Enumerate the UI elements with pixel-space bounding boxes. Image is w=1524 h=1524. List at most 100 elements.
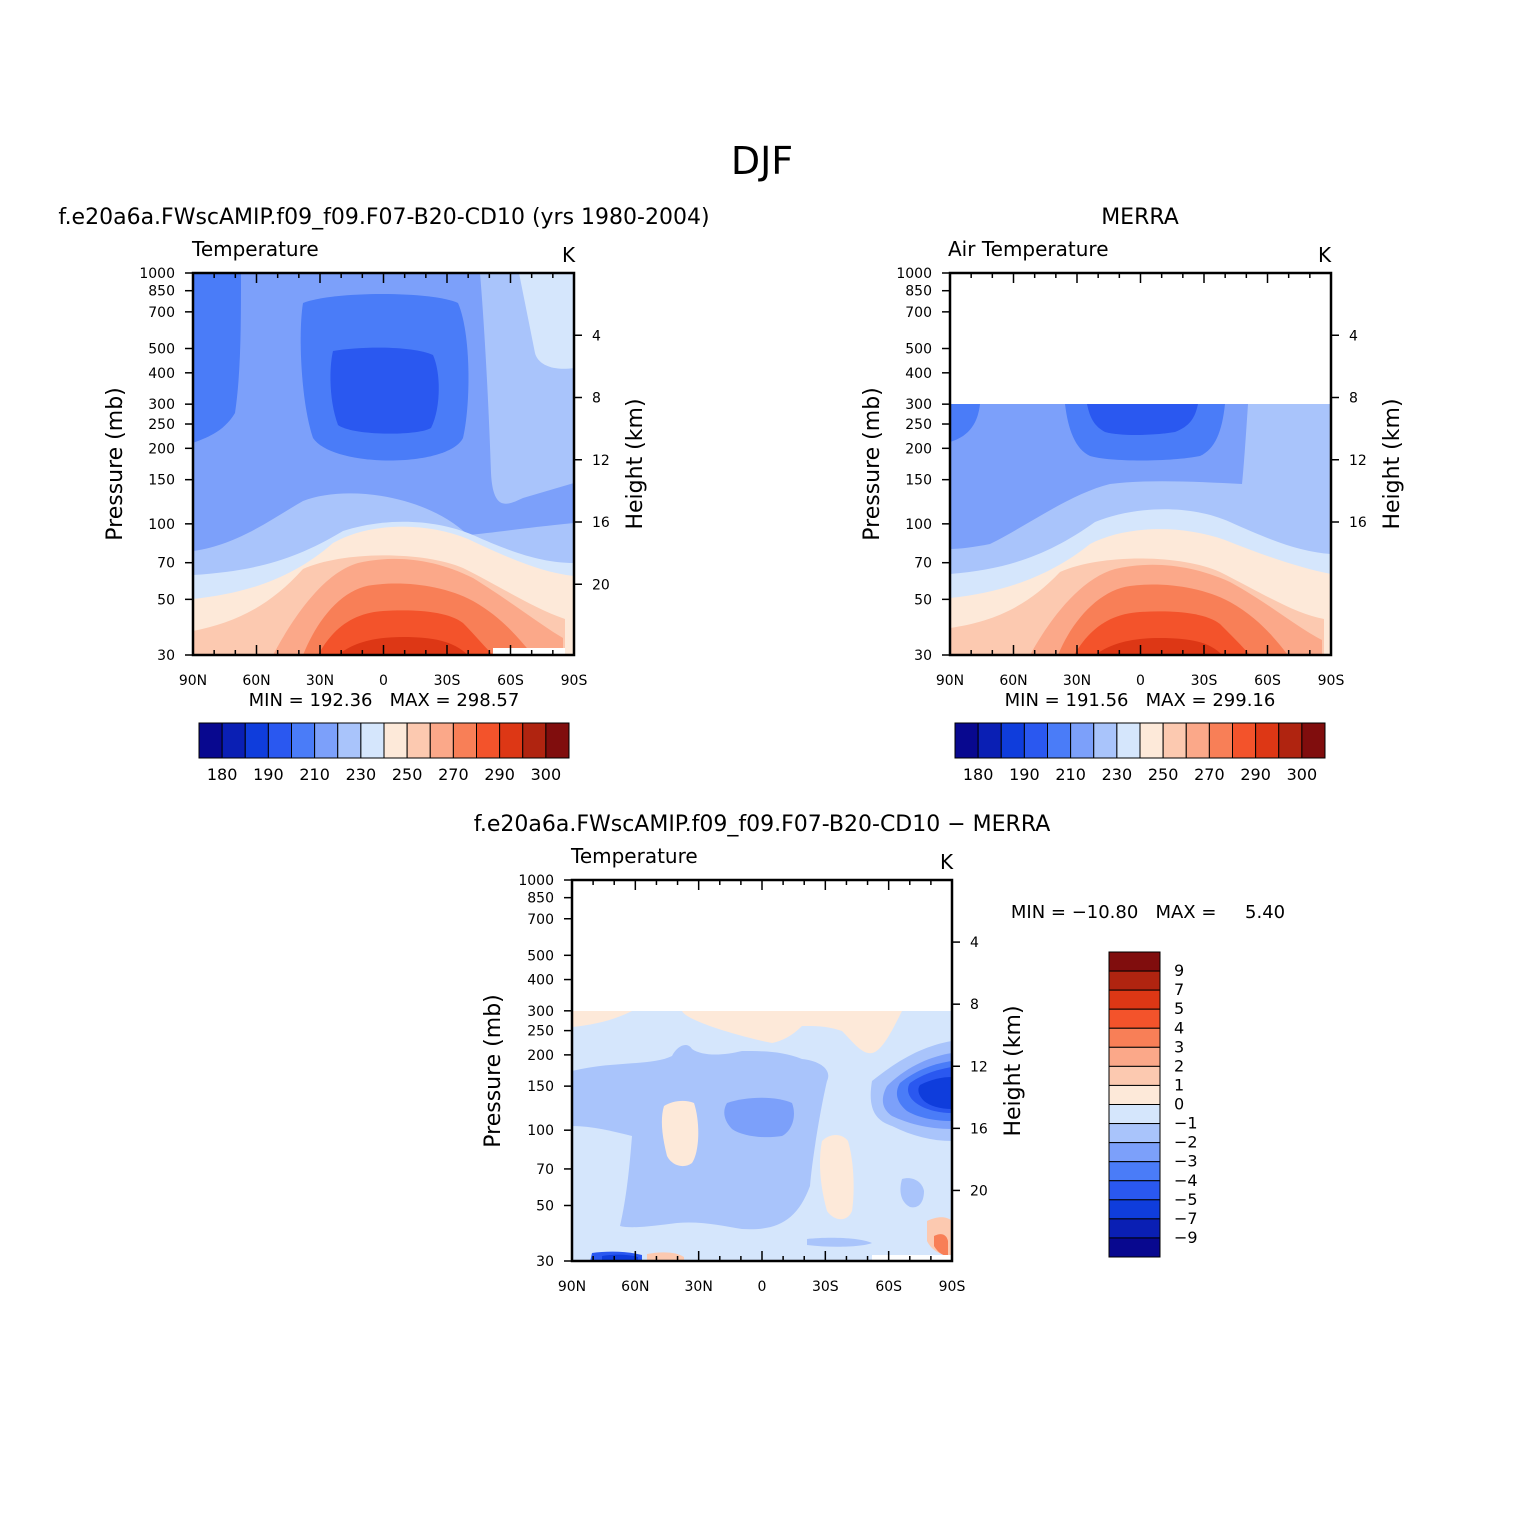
figure-title: DJF	[731, 139, 793, 183]
colorbar-label: 2	[1174, 1056, 1184, 1075]
colorbar-label: 300	[531, 765, 562, 784]
panel-model-x-tick-label: 60S	[497, 673, 524, 689]
colorbar-swatch	[1139, 722, 1164, 759]
panel-diff-y2-tick-label: 20	[970, 1183, 988, 1199]
colorbar-label: 4	[1174, 1018, 1184, 1037]
colorbar-label: 3	[1174, 1037, 1184, 1056]
panel-model-case-title: f.e20a6a.FWscAMIP.f09_f09.F07-B20-CD10 (…	[58, 205, 709, 230]
panel-merra-y2-tick-label: 8	[1349, 391, 1358, 407]
panel-model-x-tick-label: 90N	[179, 673, 207, 689]
panel-model-units: K	[562, 243, 576, 267]
colorbar-swatch	[1108, 989, 1161, 1010]
colorbar-swatch	[337, 722, 362, 759]
colorbar-swatch	[1023, 722, 1048, 759]
panel-merra-case-title: MERRA	[1101, 205, 1179, 230]
colorbar-swatch	[1108, 1199, 1161, 1220]
panel-model-ylabel: Pressure (mb)	[103, 387, 128, 541]
colorbar-swatch	[476, 722, 501, 759]
panel-merra-y2-tick-label: 12	[1349, 453, 1367, 469]
panel-model-y-tick-label: 200	[148, 441, 175, 457]
colorbar-swatch	[977, 722, 1002, 759]
panel-diff-x-tick-label: 90N	[558, 1279, 586, 1295]
panel-model-axes: 90N 60N 30N 0 30S 60S 90S 30 50 70 100 150 200 250 300…	[139, 266, 610, 689]
panel-merra-y-tick-label: 500	[905, 342, 932, 358]
colorbar-swatch	[1000, 722, 1025, 759]
colorbar-swatch	[1278, 722, 1303, 759]
panel-merra-x-tick-label: 60S	[1254, 673, 1281, 689]
colorbar-label: 9	[1174, 961, 1184, 980]
colorbar-swatch	[1162, 722, 1187, 759]
panel-merra-contour-field	[950, 404, 1331, 655]
colorbar-swatch	[406, 722, 431, 759]
panel-model-y-tick-label: 300	[148, 397, 175, 413]
colorbar-swatch	[1108, 1237, 1161, 1258]
colorbar-swatch	[1070, 722, 1095, 759]
panel-merra-y-tick-label: 1000	[896, 266, 932, 282]
model-band-200	[330, 347, 439, 434]
panel-diff-variable: Temperature	[570, 844, 698, 868]
colorbar-swatch	[1108, 970, 1161, 991]
colorbar-swatch	[1108, 1027, 1161, 1048]
colorbar-swatch	[1116, 722, 1141, 759]
panel-merra-y-tick-label: 50	[914, 592, 932, 608]
panel-merra-x-tick-label: 90S	[1318, 673, 1345, 689]
colorbar-label: 210	[299, 765, 330, 784]
panel-merra-y-tick-label: 850	[905, 284, 932, 300]
panel-merra-x-tick-label: 30N	[1063, 673, 1091, 689]
colorbar-label: 210	[1055, 765, 1086, 784]
colorbar-swatch	[452, 722, 477, 759]
panel-diff-y2-tick-label: 16	[970, 1121, 988, 1137]
colorbar-swatch	[522, 722, 547, 759]
colorbar-swatch	[1108, 1065, 1161, 1086]
panel-diff-y-tick-label: 50	[536, 1198, 554, 1214]
diff-band-0-south	[819, 1135, 854, 1220]
colorbar-label: 7	[1174, 980, 1184, 999]
panel-merra-y2-tick-label: 16	[1349, 515, 1367, 531]
colorbar-swatch	[1108, 1142, 1161, 1163]
colorbar-label: −2	[1174, 1133, 1198, 1152]
panel-diff-stats: MIN = −10.80 MAX = 5.40	[1011, 902, 1285, 923]
panel-merra-x-tick-label: 30S	[1191, 673, 1218, 689]
panel-model-y-tick-label: 100	[148, 517, 175, 533]
panel-diff-ylabel: Pressure (mb)	[481, 994, 506, 1148]
panel-diff-x-tick-label: 30S	[812, 1279, 839, 1295]
panel-diff-y2-tick-label: 12	[970, 1059, 988, 1075]
colorbar-swatch	[1208, 722, 1233, 759]
diff-band-0-warm-pocket	[661, 1100, 699, 1167]
panel-diff-case-title: f.e20a6a.FWscAMIP.f09_f09.F07-B20-CD10 −…	[474, 812, 1051, 837]
panel-diff-y-tick-label: 100	[527, 1123, 554, 1139]
merra-band-220-nw	[950, 404, 980, 442]
diff-band-neg7-right	[918, 1077, 952, 1109]
colorbar-label: 190	[253, 765, 284, 784]
panel-model-y-tick-label: 50	[157, 592, 175, 608]
panel-diff-x-tick-label: 30N	[685, 1279, 713, 1295]
colorbar-label: 1	[1174, 1075, 1184, 1094]
colorbar-swatch	[1301, 722, 1326, 759]
colorbar-label: −1	[1174, 1114, 1198, 1133]
panel-merra-y-tick-label: 250	[905, 417, 932, 433]
panel-diff-y-tick-label: 500	[527, 948, 554, 964]
colorbar-swatch	[1108, 1084, 1161, 1105]
colorbar-label: 290	[1240, 765, 1271, 784]
panel-model-variable: Temperature	[191, 237, 319, 261]
colorbar-label: 0	[1174, 1095, 1184, 1114]
panel-model-x-tick-label: 0	[379, 673, 388, 689]
panel-diff-y-tick-label: 400	[527, 973, 554, 989]
colorbar-swatch	[1108, 951, 1161, 972]
panel-model-y-tick-label: 30	[157, 648, 175, 664]
colorbar-swatch	[429, 722, 454, 759]
panel-model-y-tick-label: 1000	[139, 266, 175, 282]
panel-model-y-tick-label: 400	[148, 366, 175, 382]
diff-band-0-top	[572, 1011, 632, 1027]
panel-model: f.e20a6a.FWscAMIP.f09_f09.F07-B20-CD10 (…	[58, 205, 709, 784]
colorbar-swatch	[1232, 722, 1257, 759]
panel-diff-contour-field	[572, 1011, 952, 1262]
panel-model-y-tick-label: 250	[148, 417, 175, 433]
colorbar-swatch	[244, 722, 269, 759]
panel-merra-y2label: Height (km)	[1380, 398, 1405, 529]
diff-nodata-corner	[872, 1255, 952, 1262]
panel-merra-axes: 90N 60N 30N 0 30S 60S 90S 30 50 70 100 150 200 250 300…	[896, 266, 1367, 689]
colorbar-swatch	[360, 722, 385, 759]
panel-model-y2-tick-label: 4	[592, 328, 601, 344]
